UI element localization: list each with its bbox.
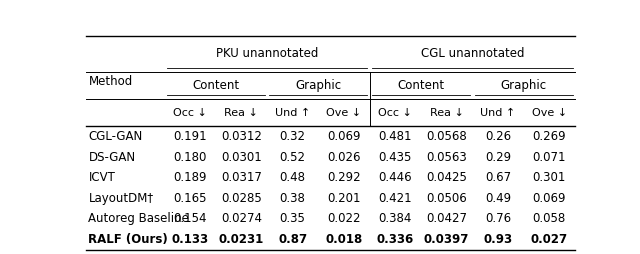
Text: 0.069: 0.069 xyxy=(532,192,566,205)
Text: Occ ↓: Occ ↓ xyxy=(173,108,207,118)
Text: 0.336: 0.336 xyxy=(377,233,414,246)
Text: 0.67: 0.67 xyxy=(485,171,511,184)
Text: 0.269: 0.269 xyxy=(532,130,566,143)
Text: 0.48: 0.48 xyxy=(280,171,306,184)
Text: Method: Method xyxy=(88,75,132,88)
Text: 0.93: 0.93 xyxy=(483,233,513,246)
Text: 0.0231: 0.0231 xyxy=(219,233,264,246)
Text: Rea ↓: Rea ↓ xyxy=(225,108,259,118)
Text: 0.446: 0.446 xyxy=(378,171,412,184)
Text: 0.058: 0.058 xyxy=(532,212,566,225)
Text: 0.071: 0.071 xyxy=(532,151,566,164)
Text: Occ ↓: Occ ↓ xyxy=(378,108,412,118)
Text: Content: Content xyxy=(397,79,445,92)
Text: RALF (Ours): RALF (Ours) xyxy=(88,233,168,246)
Text: Rea ↓: Rea ↓ xyxy=(429,108,463,118)
Text: 0.0425: 0.0425 xyxy=(426,171,467,184)
Text: Content: Content xyxy=(192,79,239,92)
Text: 0.180: 0.180 xyxy=(173,151,207,164)
Text: 0.435: 0.435 xyxy=(379,151,412,164)
Text: 0.76: 0.76 xyxy=(485,212,511,225)
Text: 0.022: 0.022 xyxy=(327,212,361,225)
Text: 0.421: 0.421 xyxy=(378,192,412,205)
Text: 0.0568: 0.0568 xyxy=(426,130,467,143)
Text: 0.018: 0.018 xyxy=(325,233,363,246)
Text: 0.49: 0.49 xyxy=(485,192,511,205)
Text: Ove ↓: Ove ↓ xyxy=(326,108,362,118)
Text: 0.292: 0.292 xyxy=(327,171,361,184)
Text: 0.026: 0.026 xyxy=(327,151,361,164)
Text: 0.201: 0.201 xyxy=(327,192,361,205)
Text: 0.0397: 0.0397 xyxy=(424,233,469,246)
Text: 0.154: 0.154 xyxy=(173,212,207,225)
Text: 0.133: 0.133 xyxy=(172,233,209,246)
Text: CGL-GAN: CGL-GAN xyxy=(88,130,143,143)
Text: ICVT: ICVT xyxy=(88,171,115,184)
Text: Und ↑: Und ↑ xyxy=(481,108,516,118)
Text: 0.0427: 0.0427 xyxy=(426,212,467,225)
Text: 0.0506: 0.0506 xyxy=(426,192,467,205)
Text: 0.0563: 0.0563 xyxy=(426,151,467,164)
Text: 0.87: 0.87 xyxy=(278,233,307,246)
Text: 0.32: 0.32 xyxy=(280,130,306,143)
Text: 0.481: 0.481 xyxy=(379,130,412,143)
Text: 0.189: 0.189 xyxy=(173,171,207,184)
Text: 0.0274: 0.0274 xyxy=(221,212,262,225)
Text: 0.0301: 0.0301 xyxy=(221,151,262,164)
FancyBboxPatch shape xyxy=(86,229,575,249)
Text: 0.0285: 0.0285 xyxy=(221,192,262,205)
Text: Ove ↓: Ove ↓ xyxy=(532,108,567,118)
Text: Und ↑: Und ↑ xyxy=(275,108,310,118)
Text: 0.26: 0.26 xyxy=(485,130,511,143)
Text: 0.191: 0.191 xyxy=(173,130,207,143)
Text: LayoutDM†: LayoutDM† xyxy=(88,192,154,205)
Text: Graphic: Graphic xyxy=(500,79,547,92)
Text: PKU unannotated: PKU unannotated xyxy=(216,47,318,60)
Text: 0.38: 0.38 xyxy=(280,192,305,205)
Text: 0.0312: 0.0312 xyxy=(221,130,262,143)
Text: DS-GAN: DS-GAN xyxy=(88,151,136,164)
Text: 0.027: 0.027 xyxy=(531,233,568,246)
Text: 0.29: 0.29 xyxy=(485,151,511,164)
Text: Autoreg Baseline: Autoreg Baseline xyxy=(88,212,189,225)
Text: Graphic: Graphic xyxy=(295,79,341,92)
Text: 0.384: 0.384 xyxy=(379,212,412,225)
Text: 0.35: 0.35 xyxy=(280,212,305,225)
Text: 0.165: 0.165 xyxy=(173,192,207,205)
Text: 0.301: 0.301 xyxy=(532,171,566,184)
Text: 0.069: 0.069 xyxy=(327,130,361,143)
Text: CGL unannotated: CGL unannotated xyxy=(420,47,524,60)
Text: 0.0317: 0.0317 xyxy=(221,171,262,184)
Text: 0.52: 0.52 xyxy=(280,151,306,164)
